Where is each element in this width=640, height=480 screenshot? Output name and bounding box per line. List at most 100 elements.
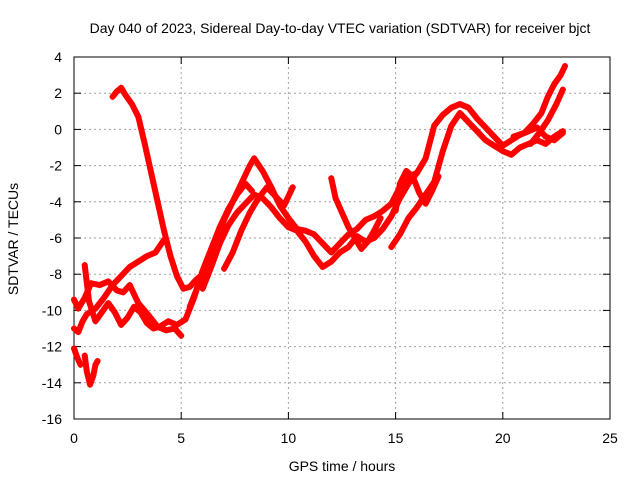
track-5-point-6 xyxy=(111,309,118,316)
x-tick-label-4: 20 xyxy=(495,430,511,446)
track-11-point-12 xyxy=(482,137,489,144)
track-12-point-5 xyxy=(416,189,423,196)
track-12-point-8 xyxy=(435,173,442,180)
track-8-point-40 xyxy=(534,124,541,131)
track-9-point-4 xyxy=(246,209,253,216)
track-14-point-4 xyxy=(553,101,560,108)
track-8-point-15 xyxy=(319,263,326,270)
track-3-point-1 xyxy=(71,345,77,352)
track-14-point-3 xyxy=(544,117,551,124)
track-11-point-8 xyxy=(448,122,455,129)
track-13-point-5 xyxy=(544,93,551,100)
track-1-point-13 xyxy=(163,327,170,334)
track-10-point-9 xyxy=(377,215,384,222)
track-12-point-6 xyxy=(422,200,429,207)
track-11-point-3 xyxy=(405,215,412,222)
track-2-point-4 xyxy=(83,311,90,318)
track-11-point-13 xyxy=(491,142,498,149)
track-8-point-5 xyxy=(233,209,240,216)
track-8-point-11 xyxy=(285,224,292,231)
series-3 xyxy=(71,345,84,368)
track-12-point-4 xyxy=(409,173,416,180)
track-3-point-2 xyxy=(74,354,81,361)
track-9-point-9 xyxy=(289,184,296,191)
track-7-point-19 xyxy=(336,240,343,247)
series-9 xyxy=(221,184,296,272)
track-13-point-6 xyxy=(551,81,558,88)
track-4-point-4 xyxy=(90,372,97,379)
track-8-point-17 xyxy=(336,249,343,256)
track-10-point-6 xyxy=(358,245,365,252)
track-1-point-8 xyxy=(120,289,127,296)
track-8-point-22 xyxy=(379,225,386,232)
y-tick-label-6: -4 xyxy=(50,194,63,210)
track-6-point-10 xyxy=(161,227,168,234)
track-7-trace xyxy=(186,155,421,310)
y-tick-label-5: -6 xyxy=(50,230,63,246)
track-2-point-10 xyxy=(135,258,142,265)
track-4-point-5 xyxy=(92,361,99,368)
y-tick-label-9: 2 xyxy=(54,85,62,101)
x-tick-label-5: 25 xyxy=(602,430,618,446)
track-8-point-1 xyxy=(199,285,206,292)
track-6-point-13 xyxy=(180,285,187,292)
series-8 xyxy=(199,101,566,292)
track-3-point-3 xyxy=(77,361,84,368)
track-11-point-14 xyxy=(499,148,506,155)
track-2-point-9 xyxy=(126,263,133,270)
track-7-point-21 xyxy=(354,225,361,232)
track-2-point-11 xyxy=(143,253,150,260)
track-9-point-2 xyxy=(229,249,236,256)
track-8-point-27 xyxy=(422,155,429,162)
track-11-point-15 xyxy=(508,151,515,158)
track-8-point-16 xyxy=(328,258,335,265)
track-9-point-5 xyxy=(255,195,262,202)
y-tick-label-10: 4 xyxy=(54,49,62,65)
track-1-point-11 xyxy=(146,312,153,319)
track-2-point-12 xyxy=(152,249,159,256)
y-tick-label-0: -16 xyxy=(42,411,62,427)
track-13-point-2 xyxy=(521,130,528,137)
track-5-point-8 xyxy=(124,314,131,321)
track-4-point-1 xyxy=(81,352,88,359)
track-7-point-18 xyxy=(328,249,335,256)
track-8-point-3 xyxy=(216,240,223,247)
track-11-point-4 xyxy=(414,204,421,211)
track-8-point-7 xyxy=(251,191,258,198)
series-12 xyxy=(392,168,442,214)
track-10-point-4 xyxy=(345,224,352,231)
track-6-trace xyxy=(109,84,206,292)
y-axis-label: SDTVAR / TECUs xyxy=(5,183,21,295)
track-5-point-3 xyxy=(92,318,99,325)
track-11-point-10 xyxy=(465,119,472,126)
track-8-point-29 xyxy=(439,111,446,118)
track-8-point-31 xyxy=(456,101,463,108)
track-13-point-4 xyxy=(538,110,545,117)
track-8-point-13 xyxy=(302,238,309,245)
track-5-point-15 xyxy=(173,321,180,328)
track-10-point-3 xyxy=(339,209,345,216)
track-5-point-4 xyxy=(98,309,105,316)
track-5-point-10 xyxy=(137,309,144,316)
track-6-point-6 xyxy=(135,113,142,120)
track-5-point-2 xyxy=(86,298,93,305)
track-12-point-1 xyxy=(392,207,399,214)
track-8-point-14 xyxy=(311,253,318,260)
track-7-point-10 xyxy=(259,168,266,175)
track-10-point-8 xyxy=(371,227,378,234)
track-6-point-8 xyxy=(148,169,155,176)
track-14-point-2 xyxy=(536,130,543,137)
track-11-point-2 xyxy=(396,231,403,238)
track-8-point-25 xyxy=(405,180,412,187)
x-tick-labels: 0 5 10 15 20 25 xyxy=(70,430,618,446)
track-13-trace xyxy=(510,63,568,140)
track-7-point-8 xyxy=(246,162,253,169)
track-8-point-28 xyxy=(431,122,438,129)
track-1-point-6 xyxy=(105,278,112,285)
track-4-point-2 xyxy=(83,368,90,375)
track-9-point-3 xyxy=(238,227,245,234)
track-11-point-1 xyxy=(388,244,395,251)
track-2-point-1 xyxy=(71,325,77,332)
track-7-point-7 xyxy=(238,180,245,187)
track-8-point-18 xyxy=(345,244,352,251)
